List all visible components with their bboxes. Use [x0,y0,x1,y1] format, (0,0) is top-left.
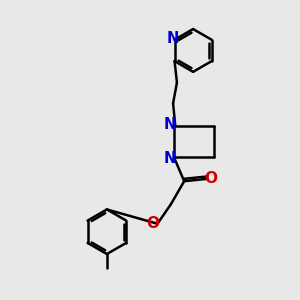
Text: O: O [205,171,218,186]
Text: O: O [146,216,159,231]
Text: N: N [166,31,179,46]
Text: N: N [164,151,176,166]
Text: N: N [164,117,176,132]
